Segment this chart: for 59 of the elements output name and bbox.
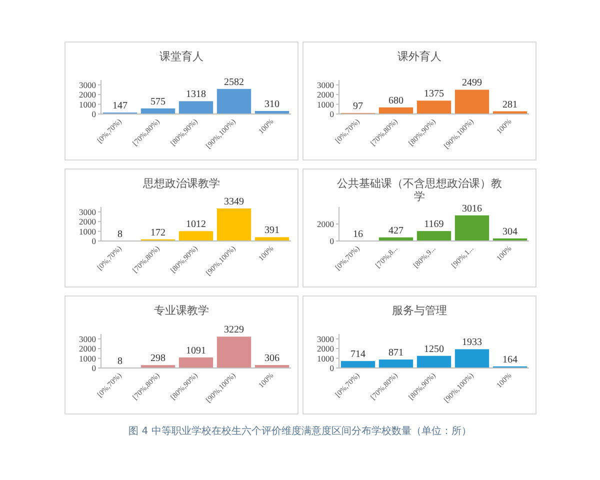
y-tick-label: 2000 [317, 90, 334, 100]
data-label: 680 [388, 95, 404, 106]
y-tick-label: 2000 [79, 216, 96, 227]
chart-title: 服务与管理 [392, 304, 447, 317]
data-label: 1933 [462, 337, 482, 348]
data-label: 575 [150, 96, 166, 108]
data-label: 310 [264, 98, 280, 110]
chart-title: 公共基础课（不含思想政治课）教学 [337, 177, 502, 203]
data-label: 164 [502, 354, 518, 366]
y-tick-label: 0 [330, 236, 334, 246]
y-tick-label: 0 [330, 108, 334, 119]
y-tick-label: 2000 [317, 344, 334, 354]
y-tick-label: 0 [330, 362, 334, 373]
data-label: 8 [118, 228, 122, 240]
data-label: 3349 [224, 196, 244, 208]
y-tick-label: 0 [92, 108, 96, 119]
y-tick-label: 3000 [79, 334, 96, 344]
chart-title: 课外育人 [398, 50, 442, 63]
y-tick-label: 3000 [79, 206, 96, 217]
y-tick-label: 3000 [317, 80, 334, 90]
data-label: 871 [388, 348, 404, 359]
y-tick-label: 3000 [317, 334, 334, 344]
caption: 图 4 中等职业学校在校生六个评价维度满意度区间分布学校数量（单位：所） [128, 425, 472, 437]
data-label: 172 [150, 227, 166, 238]
chart-title: 课堂育人 [160, 50, 204, 63]
data-label: 3016 [462, 203, 482, 214]
data-label: 281 [502, 99, 518, 110]
y-tick-label: 0 [92, 236, 96, 246]
data-label: 1318 [186, 89, 206, 100]
y-tick-label: 1000 [79, 99, 96, 110]
data-label: 1012 [186, 219, 206, 230]
data-label: 1250 [424, 344, 444, 355]
data-label: 1091 [186, 345, 206, 356]
data-label: 1375 [424, 88, 444, 100]
y-tick-label: 1000 [317, 99, 334, 110]
data-label: 147 [112, 100, 128, 112]
y-tick-label: 1000 [317, 353, 334, 364]
data-label: 1169 [424, 219, 444, 230]
data-label: 3229 [224, 324, 244, 336]
data-label: 2499 [462, 78, 482, 89]
data-label: 2582 [224, 76, 244, 88]
data-label: 391 [264, 225, 280, 236]
y-tick-label: 2000 [317, 218, 334, 229]
data-label: 306 [264, 353, 280, 364]
data-label: 304 [502, 226, 518, 238]
y-tick-label: 1000 [79, 226, 96, 236]
y-tick-label: 2000 [79, 90, 96, 100]
y-tick-label: 0 [92, 362, 96, 373]
y-tick-label: 1000 [79, 353, 96, 364]
data-label: 298 [150, 353, 166, 364]
chart-title: 专业课教学 [154, 304, 209, 317]
y-tick-label: 2000 [79, 344, 96, 354]
chart-title: 思想政治课教学 [142, 177, 220, 190]
y-tick-label: 3000 [79, 80, 96, 90]
data-label: 97 [353, 101, 363, 112]
data-label: 714 [350, 349, 366, 360]
data-label: 8 [118, 356, 122, 367]
data-label: 427 [388, 225, 404, 236]
data-label: 16 [353, 228, 363, 240]
